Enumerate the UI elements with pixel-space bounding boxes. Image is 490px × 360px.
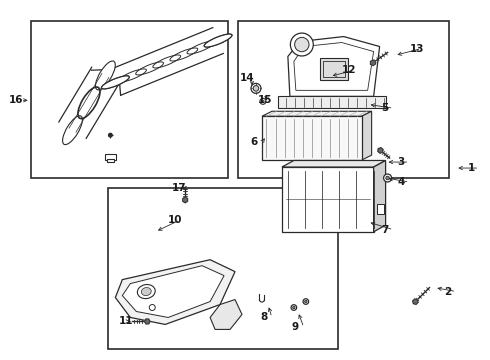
Text: 8: 8 [260, 312, 267, 323]
Text: 2: 2 [444, 287, 452, 297]
Bar [238, 21, 449, 178]
Ellipse shape [96, 61, 115, 90]
Circle shape [303, 299, 309, 304]
Polygon shape [370, 60, 375, 66]
Polygon shape [282, 161, 386, 167]
Polygon shape [374, 161, 386, 232]
Polygon shape [122, 266, 224, 318]
Polygon shape [210, 300, 242, 329]
Circle shape [293, 306, 295, 309]
Text: 16: 16 [9, 95, 23, 105]
Bar [282, 167, 374, 232]
Bar [377, 204, 384, 214]
Text: 11: 11 [119, 316, 133, 327]
Bar [320, 58, 348, 80]
Polygon shape [288, 37, 380, 96]
Circle shape [149, 305, 155, 310]
Bar [30, 21, 228, 178]
Text: 6: 6 [250, 137, 257, 147]
Text: 1: 1 [467, 163, 475, 173]
Circle shape [109, 134, 112, 137]
Circle shape [384, 174, 392, 182]
Circle shape [251, 84, 261, 93]
Polygon shape [183, 197, 188, 203]
Text: 14: 14 [240, 73, 255, 84]
Text: 17: 17 [172, 183, 187, 193]
Bar [107, 159, 114, 162]
Circle shape [386, 176, 390, 180]
Circle shape [260, 98, 266, 104]
Text: 5: 5 [382, 103, 389, 113]
Circle shape [253, 86, 259, 91]
Polygon shape [278, 96, 386, 108]
Bar [108, 188, 338, 349]
Polygon shape [378, 148, 383, 153]
Polygon shape [362, 111, 371, 160]
Text: 12: 12 [342, 66, 356, 76]
Circle shape [262, 100, 264, 103]
Ellipse shape [101, 76, 129, 89]
Bar [323, 62, 345, 77]
Polygon shape [262, 111, 371, 116]
Text: 4: 4 [397, 177, 405, 187]
Bar [262, 116, 362, 160]
Text: 7: 7 [382, 225, 389, 235]
Circle shape [291, 305, 296, 310]
Polygon shape [115, 260, 235, 324]
Circle shape [291, 33, 313, 56]
Circle shape [106, 131, 114, 139]
Circle shape [305, 300, 307, 303]
Text: 13: 13 [410, 44, 424, 54]
Ellipse shape [63, 116, 82, 145]
Ellipse shape [137, 284, 155, 298]
Text: 3: 3 [397, 157, 405, 167]
Text: 10: 10 [168, 215, 183, 225]
Circle shape [294, 37, 309, 52]
Polygon shape [413, 299, 418, 304]
Ellipse shape [204, 34, 232, 47]
Ellipse shape [141, 288, 151, 296]
Polygon shape [145, 319, 150, 324]
Text: 9: 9 [292, 323, 299, 332]
Text: 15: 15 [258, 95, 272, 105]
Bar [105, 154, 116, 159]
